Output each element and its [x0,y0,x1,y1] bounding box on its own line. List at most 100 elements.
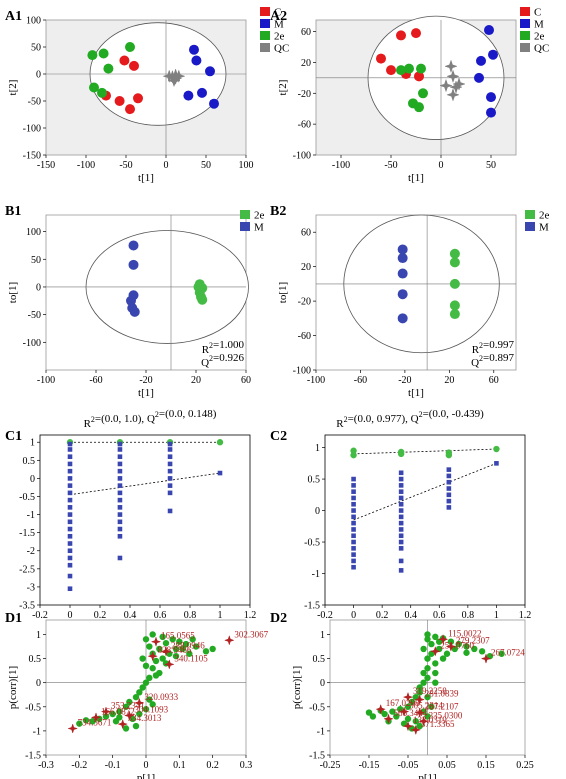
y-tick-label: -50 [28,97,41,108]
data-point [424,693,431,701]
data-point [498,650,505,657]
data-point [389,708,396,715]
data-point [420,679,427,686]
data-point [167,441,173,447]
data-point [205,66,215,77]
x-tick-label: 0.1 [173,760,186,771]
legend-label: M [274,19,284,31]
y-tick-label: 50 [31,43,41,54]
y-tick-label: 60 [301,27,311,38]
data-point [404,703,412,710]
legend-swatch [260,43,270,52]
legend-label: 2e [539,210,550,222]
y-axis-label: to[1] [7,282,19,303]
data-point [424,674,431,682]
y-axis-label: p(corr)[1] [7,666,19,709]
chart-title: R2=(0.0, 1.0), Q2=(0.0, 0.148) [84,408,217,430]
data-point [386,65,396,76]
data-point [167,483,173,488]
y-tick-label: 0.5 [313,654,326,665]
legend-label: M [534,19,544,31]
panel-label: C2 [270,429,287,444]
data-point [156,645,163,653]
data-point [67,490,73,496]
data-point [446,498,452,504]
point-label: 279.2307 [456,636,490,646]
x-tick-label: -0.1 [105,760,121,771]
data-point [117,490,123,496]
data-point [117,441,123,447]
data-point [67,468,73,474]
data-point [128,259,139,270]
data-point [351,520,356,526]
data-point [136,710,143,718]
data-point [122,725,130,732]
data-point [424,665,431,672]
y-axis-label: t[2] [277,80,289,96]
y-tick-label: 0 [315,506,320,517]
data-point [351,552,356,557]
data-point [189,636,196,643]
legend-swatch [525,210,535,219]
data-point [67,526,73,532]
data-point [420,669,427,677]
data-point [424,655,431,662]
data-point [67,519,73,525]
highlighted-point [164,659,175,670]
data-point [398,470,404,476]
data-point [117,447,123,452]
legend-swatch [520,19,530,28]
data-point [446,505,452,510]
data-point [216,439,224,446]
data-point [117,526,123,532]
data-point [351,483,356,488]
data-point [117,555,123,561]
data-point [117,497,123,503]
y-tick-label: -1 [312,569,320,580]
point-label: 165.0565 [161,631,195,641]
data-point [128,240,139,251]
legend-swatch [260,31,270,40]
data-point [67,573,73,579]
data-point [109,710,116,718]
y-tick-label: -100 [293,366,311,377]
data-point [463,643,470,650]
data-point [446,492,452,498]
x-tick-label: -0.2 [32,610,48,621]
x-tick-label: 20 [444,375,454,386]
legend-label: 2e [534,31,545,43]
data-point [351,539,356,545]
chart-a1: -150 -100 -50 0 50 100 -150 -100 -50 0 50 100 t[1] t[… [5,7,289,185]
data-point [67,476,73,481]
y-tick-label: -3 [27,582,35,593]
x-tick-label: 1 [494,610,499,621]
data-point [172,652,180,660]
data-point [351,495,356,501]
data-point [397,450,405,458]
x-tick-label: -0.25 [320,760,341,771]
legend-swatch [260,7,270,16]
x-tick-label: 0.3 [240,760,253,771]
data-point [396,65,406,76]
data-point [117,476,123,481]
point-label: 320.0933 [144,692,178,702]
data-point [142,679,150,686]
data-point [351,564,356,570]
data-point [167,490,173,496]
chart-c2: -0.2 0 0.2 0.4 0.6 0.8 1 1.2 -1.5 -1 -0.5 0 0.5 1 C2 R2… [270,408,531,621]
data-point [67,586,73,592]
y-tick-label: -20 [298,297,311,308]
highlighted-point [414,694,425,705]
data-point [76,720,83,727]
data-point [217,470,223,476]
data-point [197,294,208,305]
chart-d1: -0.3 -0.2 -0.1 0 0.1 0.2 0.3 -1.5 -1 -0.5 0 0.5 1 p[1… [5,611,269,779]
data-point [396,30,406,41]
x-tick-label: 0.2 [94,610,107,621]
x-tick-label: 0.4 [404,610,417,621]
data-point [142,636,150,643]
x-tick-label: -20 [139,375,152,386]
data-point [146,674,153,682]
x-tick-label: 0.25 [516,760,534,771]
